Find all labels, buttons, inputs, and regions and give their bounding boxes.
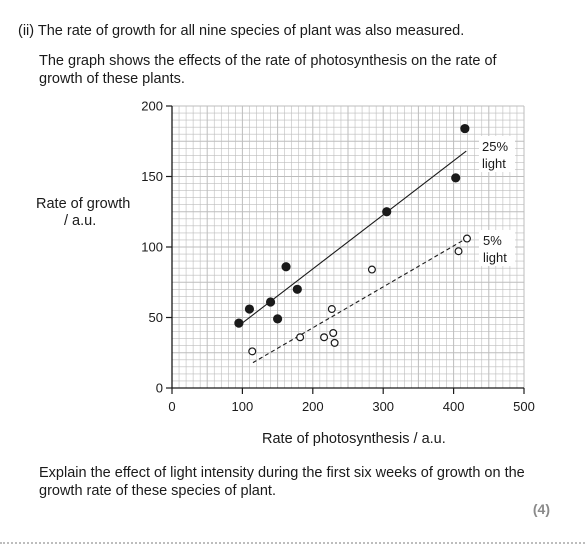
point-5-light xyxy=(296,333,305,342)
x-tick-label: 400 xyxy=(443,399,465,414)
y-tick-label: 100 xyxy=(141,240,163,255)
x-axis-label: Rate of photosynthesis / a.u. xyxy=(262,431,446,447)
point-25-light xyxy=(460,123,470,134)
question-intro-line-2: growth of these plants. xyxy=(39,71,185,87)
y-axis-label-line-2: / a.u. xyxy=(64,213,97,229)
x-tick-label: 0 xyxy=(168,399,175,414)
question-part-heading: (ii) The rate of growth for all nine spe… xyxy=(18,23,465,39)
question-explain-line-1: Explain the effect of light intensity du… xyxy=(39,465,525,481)
marks-indicator: (4) xyxy=(532,501,550,517)
point-5-light xyxy=(462,234,471,243)
page-dotted-divider xyxy=(0,542,585,544)
chart-axes: 0 50 100 150 200 0 100 200 300 400 500 xyxy=(141,99,535,415)
chart-fit-lines xyxy=(239,150,467,364)
point-25-light xyxy=(265,297,276,307)
point-25-light xyxy=(382,207,392,217)
point-5-light xyxy=(320,333,329,342)
point-5-light xyxy=(454,247,463,256)
y-tick-label: 200 xyxy=(141,99,163,114)
y-tick-label: 150 xyxy=(141,169,163,184)
point-5-light xyxy=(330,338,339,347)
fit-line-5-light xyxy=(252,238,467,364)
y-tick-label: 0 xyxy=(156,381,163,396)
point-5-light xyxy=(367,265,376,274)
x-tick-label: 200 xyxy=(302,399,324,414)
series-25-label-line-1: 25% xyxy=(482,139,508,154)
point-5-light xyxy=(248,347,257,356)
point-25-light xyxy=(273,314,283,324)
series-5-label-line-1: 5% xyxy=(483,233,502,248)
series-5-label-line-2: light xyxy=(483,250,507,265)
chart-points xyxy=(234,123,471,356)
point-5-light xyxy=(327,305,336,314)
series-25-label-background xyxy=(479,136,515,172)
x-tick-label: 300 xyxy=(372,399,394,414)
fit-line-25-light xyxy=(239,150,467,325)
x-tick-label: 100 xyxy=(232,399,254,414)
point-25-light xyxy=(451,173,461,183)
y-axis-label-line-1: Rate of growth xyxy=(36,196,131,212)
point-25-light xyxy=(234,318,244,328)
series-5-label-background xyxy=(479,230,515,266)
point-25-light xyxy=(244,304,255,314)
series-25-label-line-2: light xyxy=(482,156,506,171)
chart-grid xyxy=(171,105,525,389)
question-explain-line-2: growth rate of these species of plant. xyxy=(39,483,276,499)
point-5-light xyxy=(329,329,338,338)
chart-series-labels: 25% light 5% light xyxy=(479,136,515,266)
point-25-light xyxy=(281,262,291,272)
point-25-light xyxy=(292,284,302,294)
x-tick-label: 500 xyxy=(513,399,535,414)
y-tick-label: 50 xyxy=(149,310,163,325)
question-intro-line-1: The graph shows the effects of the rate … xyxy=(39,53,497,69)
